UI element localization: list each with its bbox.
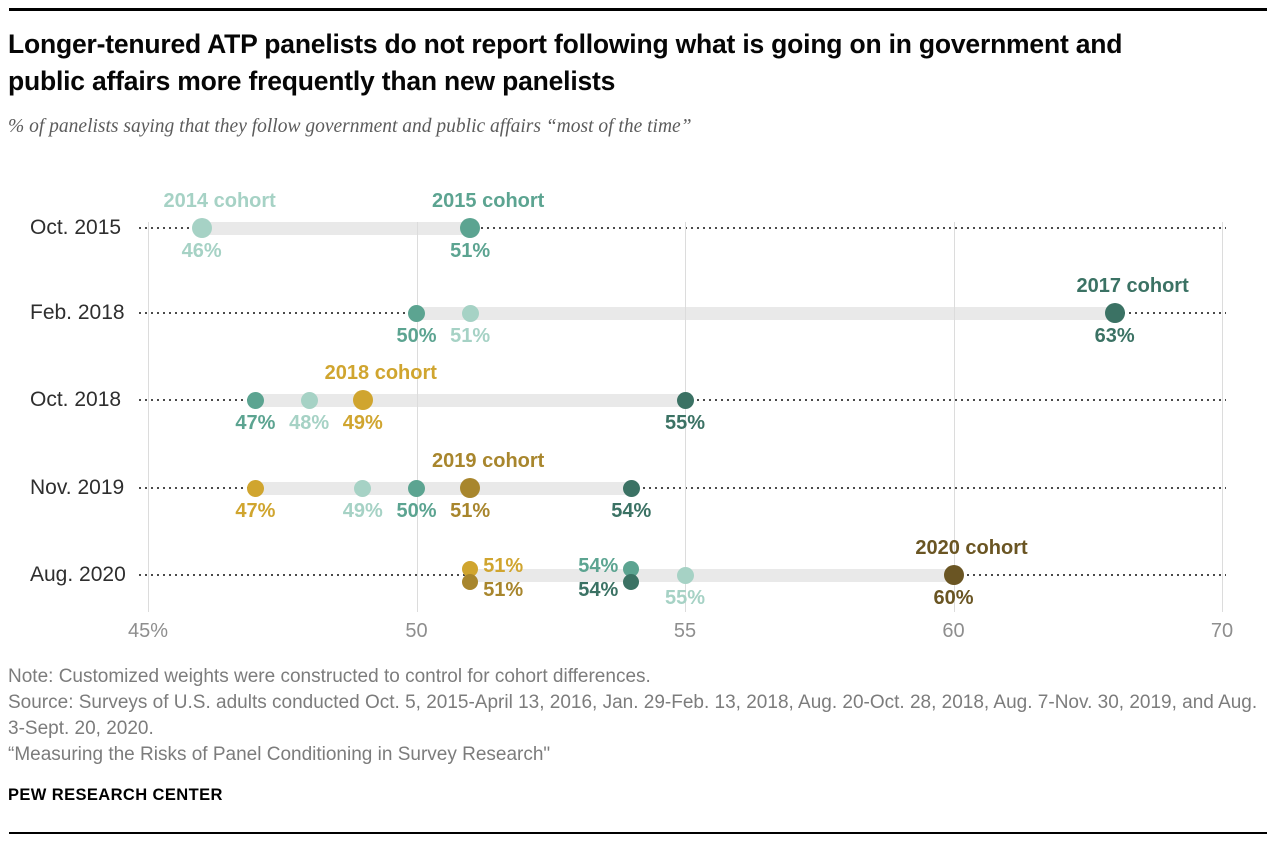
data-point-dot — [246, 479, 264, 497]
value-label: 51% — [450, 500, 491, 522]
data-point-dot — [354, 479, 372, 497]
row-range-bar — [416, 306, 1115, 320]
x-grid-line — [685, 222, 686, 612]
data-point-dot — [352, 390, 373, 410]
x-axis-tick-label: 60 — [942, 620, 965, 642]
brand-text: PEW RESEARCH CENTER — [8, 786, 223, 804]
value-label: 60% — [933, 587, 974, 609]
row-label: Oct. 2015 — [30, 216, 122, 239]
value-label: 51% — [450, 325, 491, 347]
cohort-callout-label: 2019 cohort — [432, 450, 545, 472]
chart-subtitle: % of panelists saying that they follow g… — [8, 116, 692, 137]
data-point-dot — [462, 574, 479, 590]
data-point-dot — [460, 218, 481, 238]
x-grid-line — [953, 222, 955, 612]
data-point-dot — [246, 391, 264, 409]
row-range-bar — [255, 481, 632, 495]
x-grid-line — [416, 222, 418, 612]
data-point-dot — [676, 391, 694, 409]
value-label: 54% — [578, 555, 619, 577]
value-label: 49% — [342, 412, 383, 434]
data-point-dot — [460, 478, 481, 498]
data-point-dot — [191, 218, 212, 238]
value-label: 46% — [181, 240, 222, 262]
row-label: Aug. 2020 — [30, 563, 126, 586]
row-range-bar — [470, 568, 954, 582]
data-point-dot — [623, 574, 640, 590]
value-label: 51% — [483, 579, 524, 601]
value-label: 47% — [235, 500, 276, 522]
data-point-dot — [300, 391, 318, 409]
value-label: 55% — [664, 587, 706, 609]
data-point-dot — [462, 561, 479, 577]
value-label: 49% — [342, 500, 383, 522]
x-axis-tick-label: 70 — [1210, 620, 1234, 642]
report-title-text: “Measuring the Risks of Panel Conditioni… — [8, 744, 551, 765]
value-label: 50% — [396, 500, 437, 522]
bottom-rule — [9, 832, 1267, 834]
row-range-bar — [201, 221, 471, 235]
row-dotted-line — [139, 227, 1226, 229]
data-point-dot — [1104, 303, 1125, 323]
data-point-dot — [676, 566, 694, 584]
value-label: 51% — [450, 240, 491, 262]
value-label: 55% — [664, 412, 706, 434]
x-axis-tick-label: 45% — [127, 620, 169, 642]
value-label: 51% — [483, 555, 524, 577]
x-axis-tick-label: 55 — [673, 620, 697, 642]
top-rule — [9, 8, 1267, 11]
data-point-dot — [408, 304, 425, 322]
data-point-dot — [408, 479, 425, 497]
data-point-dot — [943, 565, 964, 585]
x-axis-tick-label: 50 — [405, 620, 428, 642]
cohort-callout-label: 2017 cohort — [1076, 275, 1189, 297]
note-text: Note: Customized weights were constructe… — [8, 666, 651, 687]
value-label: 47% — [235, 412, 276, 434]
row-label: Feb. 2018 — [30, 301, 125, 324]
cohort-callout-label: 2020 cohort — [915, 537, 1028, 559]
value-label: 54% — [578, 579, 619, 601]
value-label: 63% — [1094, 325, 1135, 347]
value-label: 50% — [396, 325, 437, 347]
data-point-dot — [622, 479, 640, 497]
x-grid-line — [148, 222, 149, 612]
value-label: 48% — [289, 412, 330, 434]
row-label: Oct. 2018 — [30, 388, 122, 411]
cohort-callout-label: 2018 cohort — [324, 362, 437, 384]
data-point-dot — [623, 561, 640, 577]
source-text: Source: Surveys of U.S. adults conducted… — [8, 692, 1258, 739]
data-point-dot — [461, 304, 479, 322]
cohort-callout-label: 2014 cohort — [163, 190, 276, 212]
footer-notes: Note: Customized weights were constructe… — [8, 664, 1272, 768]
x-grid-line — [1222, 222, 1223, 612]
value-label: 54% — [611, 500, 652, 522]
row-dotted-line — [139, 487, 1226, 489]
row-range-bar — [255, 393, 685, 407]
chart-title: Longer-tenured ATP panelists do not repo… — [8, 29, 1123, 96]
row-label: Nov. 2019 — [30, 476, 125, 499]
cohort-callout-label: 2015 cohort — [432, 190, 545, 212]
